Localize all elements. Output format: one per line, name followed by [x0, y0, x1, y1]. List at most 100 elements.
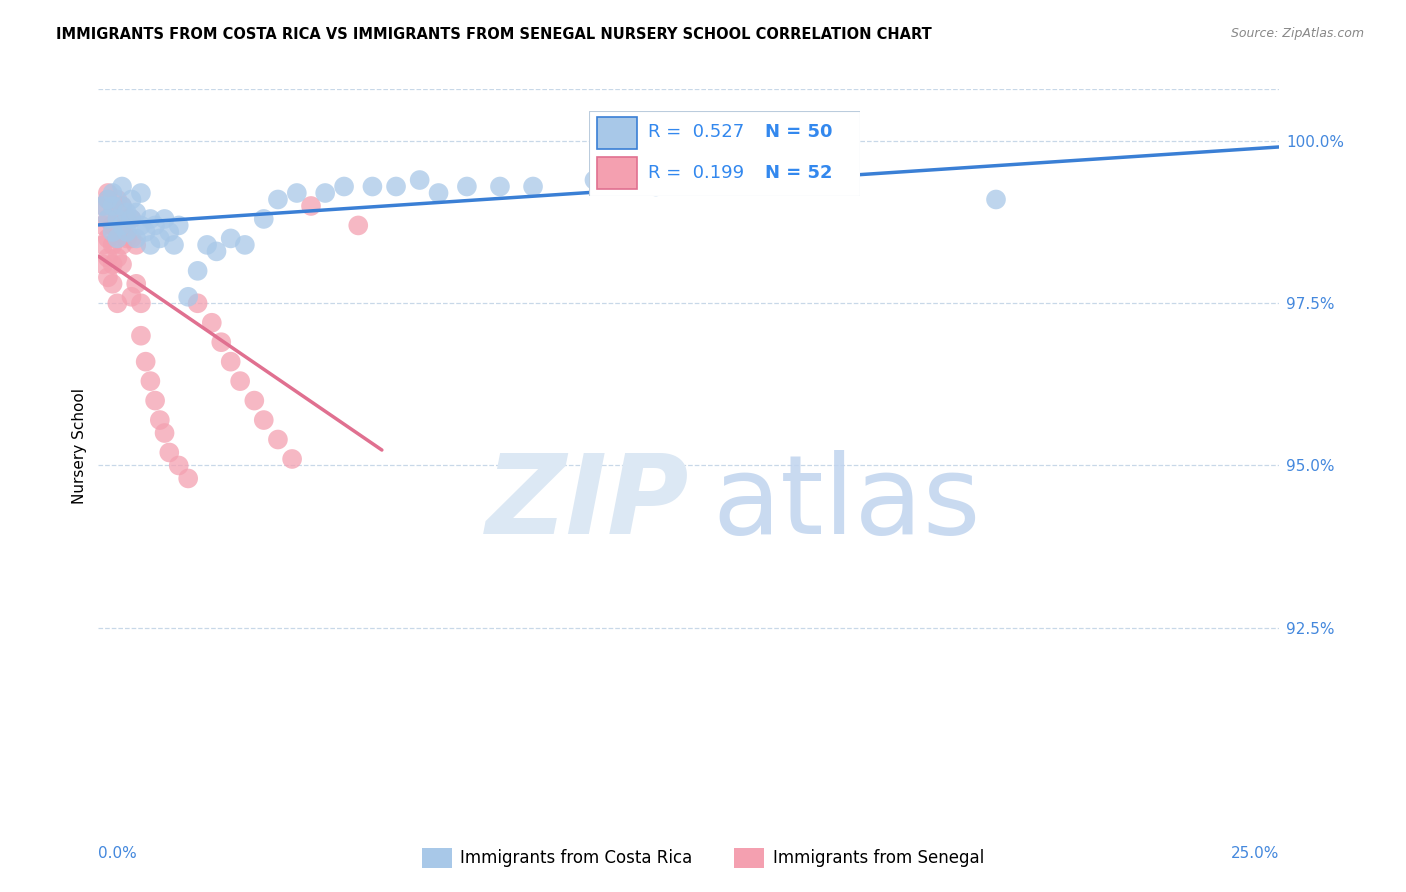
Point [143, 393, 166, 408]
Point [229, 374, 252, 388]
Point [129, 328, 152, 343]
Point [233, 238, 256, 252]
Point [253, 413, 276, 427]
Point [105, 193, 128, 207]
Point [129, 219, 152, 233]
Point [125, 277, 148, 291]
Point [139, 211, 162, 226]
Point [97, 186, 120, 200]
Point [121, 231, 143, 245]
Point [97, 211, 120, 226]
Point [583, 173, 606, 187]
Text: atlas: atlas [713, 450, 981, 557]
Text: R =  0.199: R = 0.199 [648, 164, 744, 182]
Point [101, 257, 124, 271]
Point [984, 193, 1007, 207]
Point [347, 219, 370, 233]
Point [111, 219, 134, 233]
Point [97, 211, 120, 226]
Point [385, 179, 408, 194]
Point [121, 290, 143, 304]
Point [115, 211, 138, 226]
Text: ZIP: ZIP [485, 450, 689, 557]
Point [105, 251, 128, 265]
Point [101, 225, 124, 239]
Point [125, 231, 148, 245]
Point [427, 186, 450, 200]
FancyBboxPatch shape [596, 117, 637, 149]
Point [121, 211, 143, 226]
Point [105, 211, 128, 226]
Point [167, 219, 190, 233]
Point [135, 354, 157, 368]
Point [121, 193, 143, 207]
Point [111, 238, 134, 252]
Point [219, 231, 242, 245]
Point [201, 316, 224, 330]
Point [101, 219, 124, 233]
Point [111, 199, 134, 213]
Point [195, 238, 218, 252]
Point [115, 225, 138, 239]
Point [135, 225, 157, 239]
Text: IMMIGRANTS FROM COSTA RICA VS IMMIGRANTS FROM SENEGAL NURSERY SCHOOL CORRELATION: IMMIGRANTS FROM COSTA RICA VS IMMIGRANTS… [56, 27, 932, 42]
Point [115, 205, 138, 219]
Point [740, 173, 762, 187]
Point [163, 238, 186, 252]
Point [121, 211, 143, 226]
Point [143, 219, 166, 233]
Point [129, 296, 152, 310]
Text: 0.0%: 0.0% [98, 846, 138, 861]
Point [167, 458, 190, 473]
Point [105, 296, 128, 310]
Y-axis label: Nursery School: Nursery School [72, 388, 87, 504]
Point [101, 199, 124, 213]
Point [267, 193, 290, 207]
Point [299, 199, 322, 213]
Point [105, 231, 128, 245]
Point [153, 211, 176, 226]
Point [243, 393, 266, 408]
Point [644, 179, 666, 194]
Point [209, 335, 232, 350]
Text: N = 52: N = 52 [765, 164, 832, 182]
Point [177, 290, 200, 304]
Point [285, 186, 308, 200]
Point [129, 186, 152, 200]
Point [177, 471, 200, 485]
Point [91, 219, 114, 233]
Point [115, 231, 138, 245]
Point [139, 374, 162, 388]
Point [97, 251, 120, 265]
Point [281, 452, 304, 467]
Point [101, 277, 124, 291]
Point [489, 179, 512, 194]
Point [219, 354, 242, 368]
Point [97, 193, 120, 207]
Point [91, 199, 114, 213]
Point [91, 238, 114, 252]
Point [456, 179, 478, 194]
Point [187, 264, 209, 278]
Point [101, 186, 124, 200]
Text: R =  0.527: R = 0.527 [648, 123, 745, 142]
Text: Source: ZipAtlas.com: Source: ZipAtlas.com [1230, 27, 1364, 40]
Point [314, 186, 336, 200]
Point [97, 193, 120, 207]
Point [153, 425, 176, 440]
Point [91, 257, 114, 271]
Text: 25.0%: 25.0% [1232, 846, 1279, 861]
Point [111, 257, 134, 271]
Point [125, 205, 148, 219]
Point [149, 231, 172, 245]
Point [333, 179, 356, 194]
Point [111, 219, 134, 233]
Point [91, 199, 114, 213]
Legend: Immigrants from Costa Rica, Immigrants from Senegal: Immigrants from Costa Rica, Immigrants f… [415, 841, 991, 875]
Point [205, 244, 228, 259]
Text: N = 50: N = 50 [765, 123, 832, 142]
Point [149, 413, 172, 427]
FancyBboxPatch shape [596, 157, 637, 189]
Point [267, 433, 290, 447]
Point [522, 179, 544, 194]
